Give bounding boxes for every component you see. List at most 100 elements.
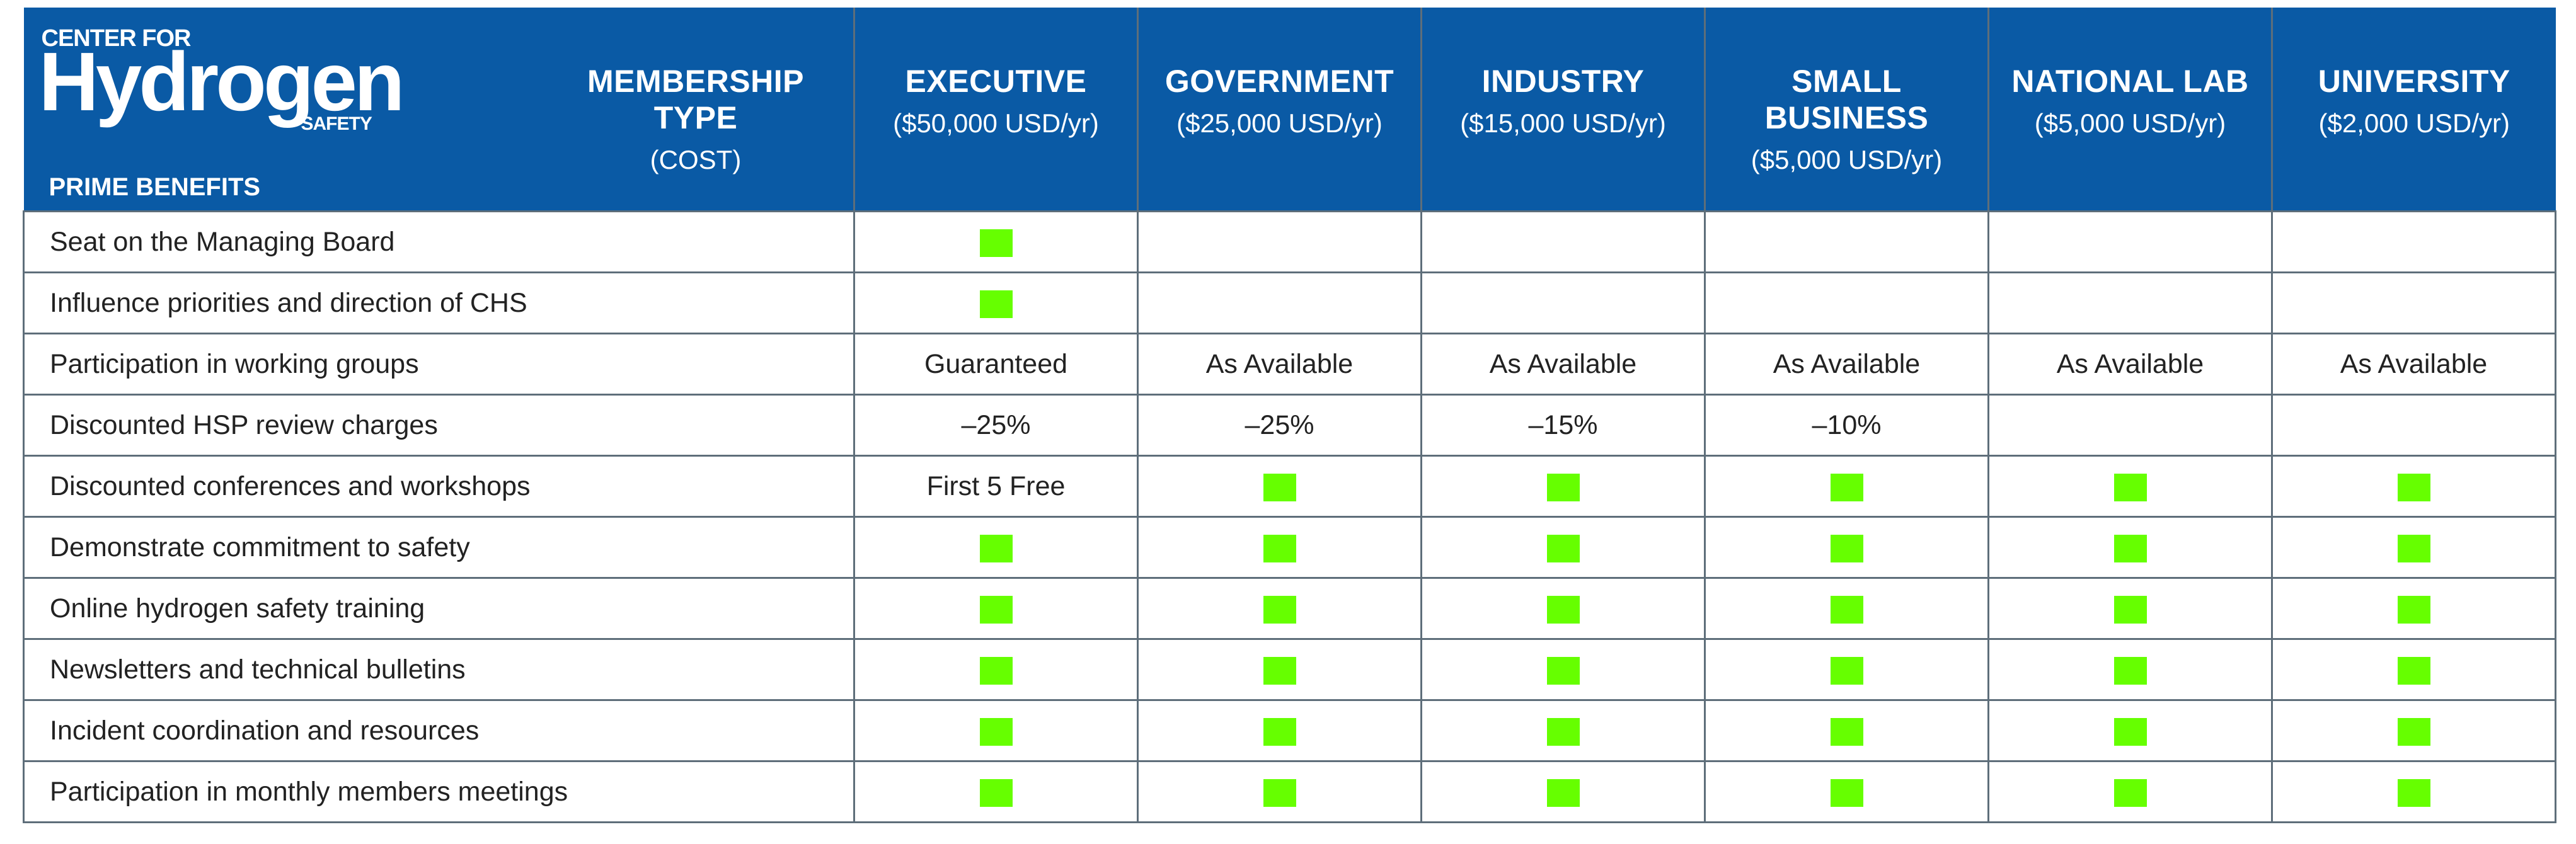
benefit-cell [853, 699, 1139, 762]
benefit-cell [1987, 699, 2273, 762]
benefit-cell [2271, 699, 2556, 762]
empty-cell [1987, 210, 2273, 273]
benefit-cell [2271, 638, 2556, 701]
benefit-label: Incident coordination and resources [23, 699, 855, 762]
benefit-cell [1987, 577, 2273, 640]
included-check-icon [1263, 474, 1296, 502]
table-row: Seat on the Managing Board [23, 210, 2556, 273]
benefit-value-cell: As Available [1704, 333, 1989, 396]
benefit-value-cell: As Available [1137, 333, 1422, 396]
benefits-body: Seat on the Managing Board Influence prio… [23, 210, 2556, 823]
benefit-value-cell: First 5 Free [853, 455, 1139, 518]
benefit-cell [2271, 760, 2556, 823]
included-check-icon [2397, 657, 2430, 685]
included-check-icon [1830, 474, 1863, 502]
benefit-value-cell: As Available [1420, 333, 1706, 396]
column-name: SMALL BUSINESS [1764, 64, 1929, 135]
column-name: NATIONAL LAB [2011, 64, 2249, 99]
benefit-cell [2271, 577, 2556, 640]
included-check-icon [1263, 596, 1296, 624]
membership-type-heading: MEMBERSHIP TYPE (COST) [557, 63, 834, 175]
benefit-cell [1987, 638, 2273, 701]
included-check-icon [1546, 718, 1580, 746]
empty-cell [1704, 210, 1989, 273]
benefit-value-cell: Guaranteed [853, 333, 1139, 396]
included-check-icon [2113, 718, 2147, 746]
table-row: Influence priorities and direction of CH… [23, 271, 2556, 334]
benefit-cell [853, 210, 1139, 273]
included-check-icon [2397, 779, 2430, 807]
benefit-value-cell: –25% [1137, 394, 1422, 457]
benefit-value-cell: As Available [1987, 333, 2273, 396]
included-check-icon [1830, 718, 1863, 746]
included-check-icon [1830, 596, 1863, 624]
column-cost: ($50,000 USD/yr) [893, 108, 1099, 138]
cost-label: (COST) [650, 145, 742, 174]
benefit-cell [853, 577, 1139, 640]
benefit-label: Online hydrogen safety training [23, 577, 855, 640]
column-cost: ($25,000 USD/yr) [1176, 108, 1383, 138]
included-check-icon [2113, 596, 2147, 624]
benefit-label: Newsletters and technical bulletins [23, 638, 855, 701]
table-row: Online hydrogen safety training [23, 577, 2556, 640]
included-check-icon [1546, 535, 1580, 563]
table-row: Demonstrate commitment to safety [23, 516, 2556, 579]
included-check-icon [979, 718, 1013, 746]
included-check-icon [1830, 657, 1863, 685]
column-cost: ($2,000 USD/yr) [2318, 108, 2510, 138]
column-cost: ($5,000 USD/yr) [1751, 145, 1943, 174]
included-check-icon [2113, 474, 2147, 502]
empty-cell [1704, 271, 1989, 334]
benefit-cell [1137, 638, 1422, 701]
benefit-cell [853, 516, 1139, 579]
benefit-cell [1137, 455, 1422, 518]
benefit-cell [853, 760, 1139, 823]
included-check-icon [1546, 779, 1580, 807]
benefit-label: Seat on the Managing Board [23, 210, 855, 273]
column-cost: ($5,000 USD/yr) [2034, 108, 2226, 138]
included-check-icon [979, 535, 1013, 563]
logo-line3: SAFETY [301, 113, 372, 134]
empty-cell [1420, 210, 1706, 273]
column-header-government: GOVERNMENT ($25,000 USD/yr) [1137, 8, 1422, 212]
benefit-label: Discounted conferences and workshops [23, 455, 855, 518]
benefit-cell [1704, 577, 1989, 640]
benefit-cell [1704, 455, 1989, 518]
included-check-icon [1263, 779, 1296, 807]
included-check-icon [979, 779, 1013, 807]
included-check-icon [2113, 657, 2147, 685]
included-check-icon [2397, 718, 2430, 746]
column-header-executive: EXECUTIVE ($50,000 USD/yr) [853, 8, 1138, 212]
benefit-value-cell: –10% [1704, 394, 1989, 457]
empty-cell [2271, 394, 2556, 457]
included-check-icon [1546, 474, 1580, 502]
benefit-label: Participation in monthly members meeting… [23, 760, 855, 823]
included-check-icon [1263, 657, 1296, 685]
included-check-icon [2397, 535, 2430, 563]
header-corner-cell: CENTER FOR Hydrogen SAFETY MEMBERSHIP TY… [23, 8, 854, 212]
column-name: INDUSTRY [1481, 64, 1645, 99]
table-row: Newsletters and technical bulletins [23, 638, 2556, 701]
column-name: UNIVERSITY [2318, 64, 2510, 99]
column-header-small-business: SMALL BUSINESS ($5,000 USD/yr) [1704, 8, 1989, 212]
column-header-national-lab: NATIONAL LAB ($5,000 USD/yr) [1987, 8, 2272, 212]
empty-cell [1987, 271, 2273, 334]
empty-cell [1137, 210, 1422, 273]
benefit-cell [1137, 760, 1422, 823]
included-check-icon [2113, 779, 2147, 807]
benefit-cell [1137, 516, 1422, 579]
center-for-hydrogen-safety-logo: CENTER FOR Hydrogen SAFETY [39, 26, 405, 140]
included-check-icon [2397, 596, 2430, 624]
benefit-cell [1987, 455, 2273, 518]
column-header-university: UNIVERSITY ($2,000 USD/yr) [2271, 8, 2556, 212]
included-check-icon [2397, 474, 2430, 502]
benefit-cell [1987, 760, 2273, 823]
header-row: CENTER FOR Hydrogen SAFETY MEMBERSHIP TY… [23, 8, 2556, 212]
benefit-label: Discounted HSP review charges [23, 394, 855, 457]
benefit-cell [1987, 516, 2273, 579]
benefit-value-cell: –25% [853, 394, 1139, 457]
included-check-icon [1546, 596, 1580, 624]
included-check-icon [979, 290, 1013, 319]
table-row: Discounted HSP review charges –25% –25% –15… [23, 394, 2556, 457]
benefit-value-cell: –15% [1420, 394, 1706, 457]
